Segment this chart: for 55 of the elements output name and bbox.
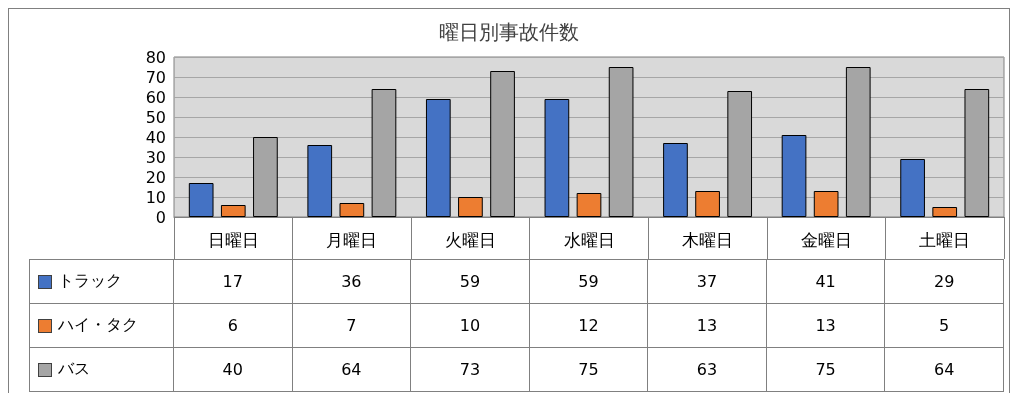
data-label: 17 xyxy=(174,260,293,304)
y-tick-label: 20 xyxy=(145,167,166,187)
data-label: 10 xyxy=(411,304,530,348)
bar xyxy=(425,99,451,217)
legend-label: バス xyxy=(58,359,90,380)
data-label: 37 xyxy=(648,260,767,304)
x-tick-label: 金曜日 xyxy=(800,229,852,250)
data-label: 59 xyxy=(411,260,530,304)
data-label: 29 xyxy=(885,260,1004,304)
bar xyxy=(188,183,214,217)
y-tick-label: 50 xyxy=(145,107,166,127)
data-label: 5 xyxy=(885,304,1004,348)
bar xyxy=(576,193,602,217)
data-label: 40 xyxy=(174,348,293,392)
bar xyxy=(220,205,246,217)
bar xyxy=(458,197,483,217)
bar xyxy=(932,207,958,217)
x-tick-label: 水曜日 xyxy=(563,229,615,250)
y-tick-label: 70 xyxy=(145,67,166,87)
chart-title: 曜日別事故件数 xyxy=(439,20,579,44)
data-label: 59 xyxy=(529,260,649,304)
x-tick-label: 火曜日 xyxy=(444,229,496,250)
bar xyxy=(813,191,839,217)
data-label: 63 xyxy=(648,348,767,392)
bar xyxy=(339,203,365,217)
data-label: 75 xyxy=(529,348,649,392)
bar xyxy=(695,191,720,217)
data-label: 6 xyxy=(174,304,293,348)
y-tick-label: 0 xyxy=(155,207,166,227)
legend-label: トラック xyxy=(58,271,122,292)
data-label: 12 xyxy=(529,304,649,348)
bar xyxy=(307,145,333,217)
data-label: 41 xyxy=(766,260,886,304)
data-label: 13 xyxy=(648,304,767,348)
y-tick-label: 40 xyxy=(145,127,166,147)
data-label: 13 xyxy=(766,304,886,348)
data-label: 73 xyxy=(411,348,530,392)
y-tick-label: 10 xyxy=(145,187,166,207)
bar xyxy=(900,159,925,217)
bar xyxy=(781,135,807,217)
legend-label: ハイ・タク xyxy=(58,315,138,336)
data-label: 7 xyxy=(292,304,412,348)
x-tick-label: 木曜日 xyxy=(682,229,734,250)
data-label: 64 xyxy=(885,348,1004,392)
bar xyxy=(663,143,688,217)
bar xyxy=(544,99,570,217)
x-tick-label: 月曜日 xyxy=(326,229,378,250)
x-tick-label: 日曜日 xyxy=(207,229,259,250)
data-label: 75 xyxy=(766,348,886,392)
data-label: 64 xyxy=(292,348,412,392)
y-tick-label: 30 xyxy=(145,147,166,167)
x-tick-label: 土曜日 xyxy=(919,229,971,250)
data-label: 36 xyxy=(292,260,412,304)
y-tick-label: 80 xyxy=(145,47,166,67)
y-tick-label: 60 xyxy=(145,87,166,107)
